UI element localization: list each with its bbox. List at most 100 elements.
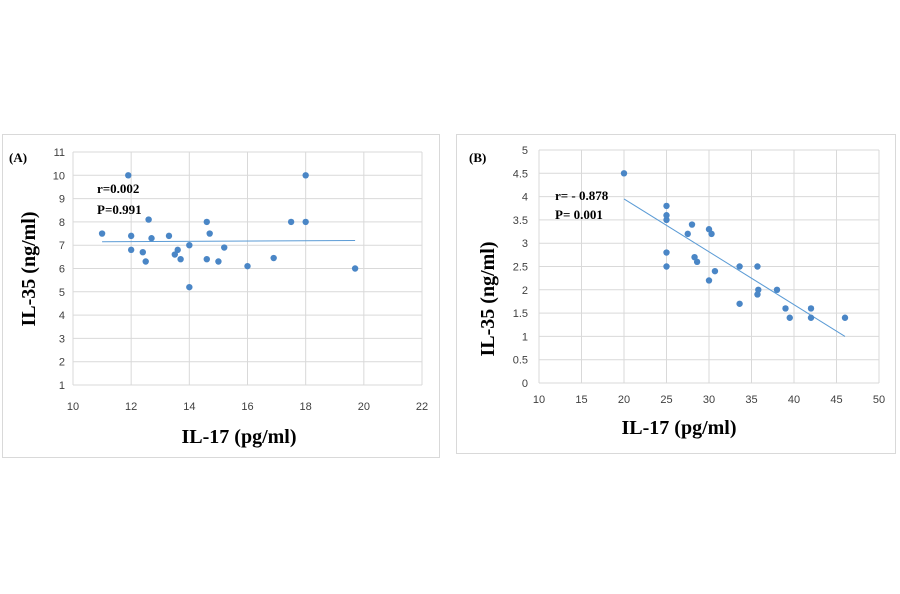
data-point [244, 262, 251, 270]
data-point [782, 305, 789, 312]
x-tick-label: 22 [416, 401, 428, 413]
y-tick-label: 10 [53, 170, 65, 182]
x-tick-label: 16 [241, 401, 253, 413]
y-tick-label: 5 [59, 287, 65, 299]
data-point [145, 216, 152, 223]
data-point [221, 244, 228, 251]
data-point [148, 235, 155, 242]
x-tick-label: 10 [533, 394, 545, 406]
stat-r: r=0.002 [97, 181, 139, 196]
data-point [351, 265, 359, 272]
data-point [708, 230, 715, 238]
data-point [203, 218, 210, 226]
data-point [663, 249, 670, 256]
x-tick-label: 45 [830, 394, 842, 406]
data-point [142, 258, 149, 265]
data-point [807, 305, 815, 312]
y-tick-label: 1.5 [513, 308, 528, 320]
y-tick-label: 3 [59, 333, 65, 345]
data-point [705, 277, 713, 284]
y-tick-label: 1 [522, 331, 528, 343]
x-tick-label: 40 [788, 394, 800, 406]
data-point [206, 230, 213, 237]
trendline [623, 198, 846, 337]
data-point [688, 221, 696, 228]
x-tick-label: 12 [125, 401, 137, 413]
y-tick-label: 2.5 [513, 262, 528, 274]
x-tick-label: 50 [873, 394, 885, 406]
stat-p: P= 0.001 [555, 207, 603, 222]
scatter-chart-b: 0 0.5 1 1.5 2 2.5 3 3.5 4 4.5 5 10 15 20 25 30 35 40 45 50… [469, 145, 885, 439]
x-tick-label: 20 [358, 401, 370, 413]
x-axis-label: IL-17 (pg/ml) [622, 417, 737, 439]
y-tick-label: 6 [59, 264, 65, 276]
data-point [693, 258, 701, 266]
panel-b: 0 0.5 1 1.5 2 2.5 3 3.5 4 4.5 5 10 15 20 25 30 35 40 45 50… [456, 134, 896, 454]
data-point [754, 291, 761, 298]
data-point [754, 263, 761, 270]
data-point [684, 230, 691, 238]
y-tick-label: 4 [522, 192, 528, 204]
x-tick-label: 35 [745, 394, 757, 406]
data-point [177, 255, 184, 263]
trendline [102, 240, 356, 243]
data-point [302, 172, 309, 179]
data-point [186, 283, 193, 291]
panel-label: (A) [9, 150, 27, 165]
y-tick-label: 2 [522, 285, 528, 297]
x-tick-label: 15 [575, 394, 587, 406]
x-tick-label: 20 [618, 394, 630, 406]
stat-r: r= - 0.878 [555, 188, 609, 203]
x-tick-label: 14 [183, 401, 195, 413]
data-point [125, 172, 132, 179]
y-tick-label: 8 [59, 217, 65, 229]
data-point [287, 218, 295, 226]
y-tick-label: 4.5 [513, 168, 528, 180]
data-point [663, 216, 670, 224]
data-point [786, 314, 793, 321]
y-tick-label: 3 [522, 238, 528, 250]
data-point [270, 254, 277, 262]
data-point [620, 170, 628, 177]
data-point [127, 232, 135, 240]
data-point [736, 300, 743, 307]
data-point [841, 314, 849, 321]
x-tick-label: 30 [703, 394, 715, 406]
x-axis-label: IL-17 (pg/ml) [182, 426, 297, 448]
data-point [736, 263, 743, 270]
y-axis-label: IL-35 (ng/ml) [18, 212, 40, 327]
data-point [705, 226, 713, 233]
data-point [215, 258, 222, 265]
y-tick-label: 0 [522, 378, 528, 390]
data-point [663, 212, 670, 219]
y-tick-label: 9 [59, 194, 65, 206]
x-tick-label: 10 [67, 401, 79, 413]
data-point [171, 251, 178, 258]
y-tick-label: 7 [59, 240, 65, 252]
y-tick-label: 1 [59, 380, 65, 392]
x-tick-label: 25 [660, 394, 672, 406]
data-point [663, 202, 670, 210]
data-point [186, 242, 193, 249]
y-tick-label: 5 [522, 145, 528, 157]
y-tick-label: 3.5 [513, 215, 528, 227]
panel-a: 1 2 3 4 5 6 7 8 9 10 11 10 12 14 16 18 20 22 (A) r=0.002… [2, 134, 440, 458]
y-tick-label: 4 [59, 310, 65, 322]
data-point [98, 230, 106, 237]
data-point [711, 267, 719, 275]
x-tick-label: 18 [300, 401, 312, 413]
data-point [663, 263, 670, 270]
data-point [165, 232, 173, 240]
data-point [203, 255, 210, 263]
y-tick-label: 11 [54, 147, 65, 159]
data-point [302, 218, 309, 226]
y-tick-label: 0.5 [513, 355, 528, 367]
data-point [773, 286, 781, 293]
data-point [174, 246, 181, 254]
panel-label: (B) [469, 150, 486, 165]
y-tick-label: 2 [59, 357, 65, 369]
data-point [127, 246, 135, 254]
data-point [691, 253, 698, 261]
stat-p: P=0.991 [97, 202, 142, 217]
